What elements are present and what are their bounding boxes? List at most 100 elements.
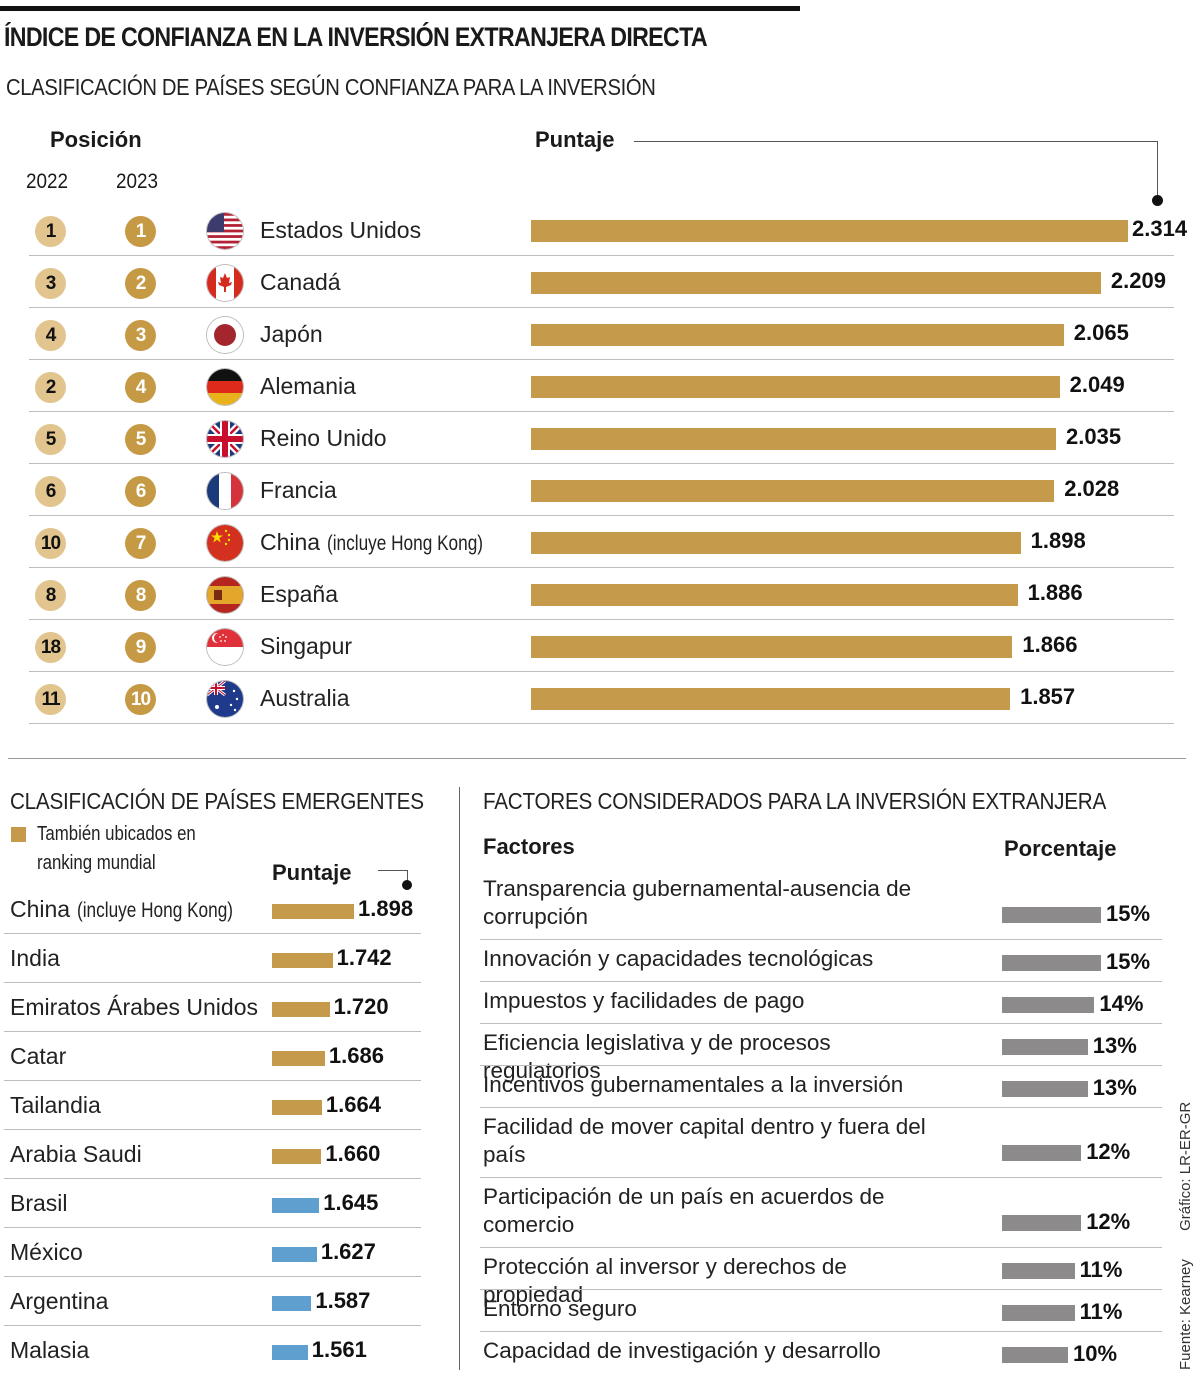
country-name: Alemania [260,373,356,400]
row-separator [29,619,1174,620]
score-leader-line [634,141,1158,142]
score-value: 1.645 [323,1190,379,1215]
flag-france-icon [207,473,243,509]
table-row: Emiratos Árabes Unidos 1.720 [0,983,440,1032]
score-bar [531,428,1057,450]
country-name: España [260,581,338,608]
table-row: Entorno seguro 11% [470,1290,1170,1332]
percentage-value: 15% [1106,901,1151,926]
percentage-value: 13% [1092,1033,1137,1058]
country-name: Brasil [10,1190,68,1217]
score-bar [272,1002,330,1017]
percentage-value: 11% [1079,1299,1123,1324]
rank-2022-badge: 8 [35,580,66,611]
flag-germany-icon [207,369,243,405]
table-row: Argentina 1.587 [0,1277,440,1326]
country-label: Malasia [10,1337,90,1363]
table-row: Transparencia gubernamental-ausencia de … [470,870,1170,940]
table-row: Catar 1.686 [0,1032,440,1081]
score-bar [272,953,333,968]
factors-column-header: Factores [483,834,575,859]
score-value: 1.561 [311,1337,367,1362]
score-value: 2.065 [1073,320,1129,345]
table-row: India 1.742 [0,934,440,983]
table-row: 3 2 Canadá 2.209 [0,256,1200,308]
emerging-leader-line-vertical [407,870,408,882]
year-2023-header: 2023 [116,170,159,193]
factor-name: Protección al inversor y derechos de pro… [483,1254,847,1307]
rank-2023-badge: 6 [125,476,156,507]
table-row: 5 5 Reino Unido 2.035 [0,412,1200,464]
table-row: Eficiencia legislativa y de procesos reg… [470,1024,1170,1083]
row-separator [480,1247,1162,1248]
percentage-value: 14% [1099,991,1144,1016]
country-name: Japón [260,321,323,348]
percentage-bar [1002,1263,1075,1279]
country-label: Estados Unidos [260,217,422,243]
table-row: 6 6 Francia 2.028 [0,464,1200,516]
country-name: Francia [260,477,337,504]
row-separator [4,933,421,934]
factor-name: Impuestos y facilidades de pago [483,988,805,1013]
score-value: 1.720 [333,994,389,1019]
percentage-value: 10% [1073,1341,1118,1366]
column-divider [459,787,460,1370]
score-bar [272,1198,320,1213]
score-bar [531,376,1060,398]
country-name: México [10,1239,83,1266]
rank-2023-badge: 7 [125,528,156,559]
row-separator [29,307,1174,308]
table-row: China (incluye Hong Kong) 1.898 [0,885,440,934]
row-separator [4,1276,421,1277]
emerging-leader-dot [402,880,412,890]
percentage-value: 15% [1106,949,1151,974]
flag-spain-icon [207,577,243,613]
row-separator [4,1227,421,1228]
rank-2023-badge: 4 [125,372,156,403]
table-row: Facilidad de mover capital dentro y fuer… [470,1108,1170,1178]
score-value: 1.857 [1020,684,1076,709]
score-bar [531,636,1013,658]
percentage-value: 12% [1086,1139,1131,1164]
rank-2023-badge: 5 [125,424,156,455]
rank-2023-badge: 3 [125,320,156,351]
table-row: 2 4 Alemania 2.049 [0,360,1200,412]
rank-2023-badge: 2 [125,268,156,299]
factor-name: Incentivos gubernamentales a la inversió… [483,1072,904,1097]
rank-2022-badge: 6 [35,476,66,507]
country-label: China [260,529,321,555]
table-row: Arabia Saudi 1.660 [0,1130,440,1179]
table-row: Participación de un país en acuerdos de … [470,1178,1170,1248]
score-value: 1.886 [1027,580,1083,605]
country-label: Brasil [10,1190,68,1216]
country-name: Emiratos Árabes Unidos [10,994,258,1021]
row-separator [4,1178,421,1179]
row-separator [4,1031,421,1032]
percentage-value: 11% [1079,1257,1123,1282]
rank-2022-badge: 3 [35,268,66,299]
country-name: Malasia [10,1337,89,1364]
table-row: 10 7 China (incluye Hong Kong) 1.898 [0,516,1200,568]
position-header: Posición [50,127,142,152]
percentage-bar [1002,955,1101,971]
country-name: India [10,945,60,972]
percentage-bar [1002,1347,1068,1363]
rank-2022-badge: 18 [35,632,66,663]
score-bar [531,688,1011,710]
rank-2022-badge: 5 [35,424,66,455]
score-header: Puntaje [535,127,615,152]
country-name: Argentina [10,1288,108,1315]
score-value: 2.209 [1110,268,1166,293]
row-separator [4,1325,421,1326]
table-row: 18 9 Singapur 1.866 [0,620,1200,672]
country-name: China (incluye Hong Kong) [10,896,267,923]
score-bar [531,532,1021,554]
factor-name: Transparencia gubernamental-ausencia de … [483,876,912,929]
percentage-value: 12% [1086,1209,1131,1234]
score-value: 1.686 [328,1043,384,1068]
table-row: 1 1 Estados Unidos 2.314 [0,204,1200,256]
flag-usa-icon [207,213,243,249]
score-bar [272,1100,322,1115]
country-label: Australia [260,685,350,711]
rank-2023-badge: 9 [125,632,156,663]
